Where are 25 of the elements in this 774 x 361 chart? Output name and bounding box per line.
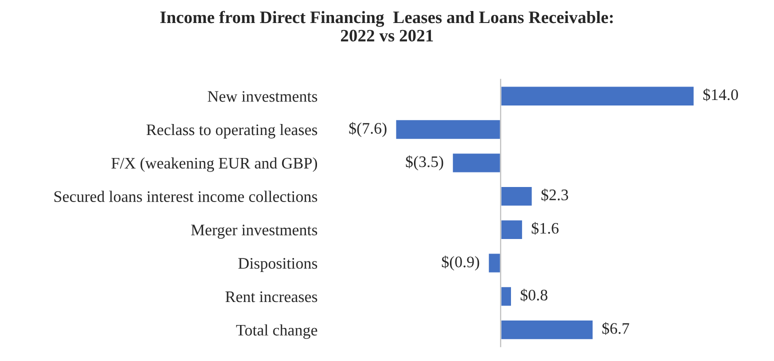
y-tick-label: Merger investments bbox=[191, 224, 318, 239]
data-label: $2.3 bbox=[541, 188, 568, 202]
bar bbox=[500, 218, 524, 240]
y-tick-label: Reclass to operating leases bbox=[146, 124, 318, 138]
bar bbox=[500, 186, 534, 208]
data-label: $14.0 bbox=[703, 88, 738, 102]
data-label: $(0.9) bbox=[442, 256, 480, 271]
data-label: $(7.6) bbox=[349, 122, 386, 137]
y-tick-label: Secured loans interest income collections bbox=[54, 190, 318, 202]
data-label: $(3.5) bbox=[406, 155, 444, 170]
y-tick-label: F/X (weakening EUR and GBP) bbox=[111, 157, 318, 172]
y-tick-label: Rent increases bbox=[225, 291, 318, 302]
y-tick-label: Total change bbox=[236, 324, 318, 339]
y-tick-label: New investments bbox=[208, 91, 318, 102]
data-label: $0.8 bbox=[520, 288, 548, 302]
bar bbox=[452, 152, 502, 174]
bar bbox=[487, 252, 502, 274]
chart-title: Income from Direct Financing Leases and Loans Receivable: 2022 vs 2021 bbox=[160, 10, 613, 42]
bar bbox=[500, 85, 696, 107]
bar bbox=[500, 286, 512, 308]
data-label: $1.6 bbox=[532, 222, 559, 235]
data-label: $6.7 bbox=[602, 322, 630, 335]
bar bbox=[500, 319, 594, 341]
y-tick-label: Dispositions bbox=[238, 258, 318, 272]
bar bbox=[394, 118, 502, 140]
